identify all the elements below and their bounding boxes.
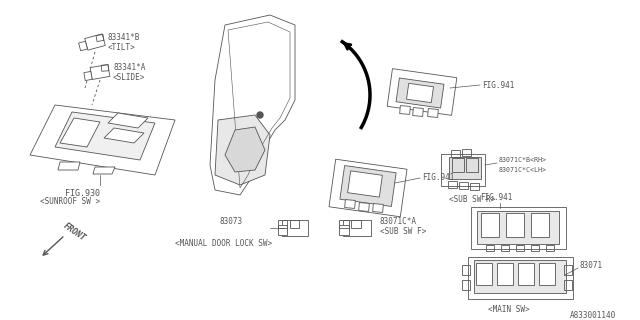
Polygon shape bbox=[60, 118, 100, 147]
Polygon shape bbox=[396, 78, 444, 108]
Text: <SUB SW R>: <SUB SW R> bbox=[449, 196, 495, 204]
Polygon shape bbox=[225, 127, 265, 172]
Polygon shape bbox=[84, 71, 92, 81]
Text: FIG.941: FIG.941 bbox=[422, 173, 454, 182]
Polygon shape bbox=[476, 263, 492, 285]
Polygon shape bbox=[339, 225, 349, 235]
Polygon shape bbox=[387, 69, 457, 115]
Polygon shape bbox=[441, 154, 485, 186]
Text: 83071: 83071 bbox=[580, 261, 603, 270]
Polygon shape bbox=[348, 171, 382, 197]
Polygon shape bbox=[399, 106, 410, 115]
Polygon shape bbox=[278, 225, 287, 235]
Polygon shape bbox=[79, 41, 88, 51]
Polygon shape bbox=[539, 263, 555, 285]
Polygon shape bbox=[531, 213, 549, 237]
Polygon shape bbox=[55, 112, 155, 160]
Polygon shape bbox=[329, 159, 407, 217]
Text: 83071C*A: 83071C*A bbox=[380, 218, 417, 227]
Text: 83341*B: 83341*B bbox=[108, 34, 140, 43]
Polygon shape bbox=[467, 257, 573, 299]
Polygon shape bbox=[58, 162, 80, 170]
Polygon shape bbox=[90, 65, 110, 79]
Text: A833001140: A833001140 bbox=[570, 310, 616, 319]
Polygon shape bbox=[372, 204, 383, 212]
Polygon shape bbox=[210, 15, 295, 195]
Polygon shape bbox=[506, 213, 524, 237]
Text: 83071C*C<LH>: 83071C*C<LH> bbox=[499, 167, 547, 173]
Text: 83073: 83073 bbox=[220, 218, 243, 227]
Text: FIG.941: FIG.941 bbox=[480, 194, 513, 203]
Polygon shape bbox=[343, 220, 371, 236]
Polygon shape bbox=[30, 105, 175, 175]
Polygon shape bbox=[497, 263, 513, 285]
Text: 83071C*B<RH>: 83071C*B<RH> bbox=[499, 157, 547, 163]
Polygon shape bbox=[477, 211, 559, 244]
Text: FIG.930: FIG.930 bbox=[65, 188, 100, 197]
Polygon shape bbox=[108, 113, 148, 128]
Polygon shape bbox=[518, 263, 534, 285]
Polygon shape bbox=[104, 128, 144, 143]
Polygon shape bbox=[406, 83, 433, 103]
Text: FRONT: FRONT bbox=[62, 221, 88, 243]
Text: <MAIN SW>: <MAIN SW> bbox=[488, 306, 530, 315]
Polygon shape bbox=[470, 207, 566, 249]
Polygon shape bbox=[345, 200, 355, 208]
Text: <TILT>: <TILT> bbox=[108, 44, 136, 52]
Text: <SUB SW F>: <SUB SW F> bbox=[380, 228, 426, 236]
Polygon shape bbox=[358, 203, 369, 212]
Polygon shape bbox=[428, 108, 438, 117]
Polygon shape bbox=[282, 220, 308, 236]
Circle shape bbox=[257, 112, 263, 118]
Polygon shape bbox=[449, 157, 481, 179]
Text: <MANUAL DOOR LOCK SW>: <MANUAL DOOR LOCK SW> bbox=[175, 239, 272, 249]
Polygon shape bbox=[84, 34, 105, 50]
Text: <SUNROOF SW >: <SUNROOF SW > bbox=[40, 197, 100, 206]
Polygon shape bbox=[93, 167, 115, 174]
Polygon shape bbox=[215, 115, 270, 185]
Text: FIG.941: FIG.941 bbox=[482, 81, 515, 90]
Polygon shape bbox=[413, 108, 423, 116]
Text: 83341*A: 83341*A bbox=[113, 63, 145, 73]
Text: <SLIDE>: <SLIDE> bbox=[113, 74, 145, 83]
Polygon shape bbox=[481, 213, 499, 237]
Polygon shape bbox=[474, 260, 566, 292]
Polygon shape bbox=[340, 165, 396, 206]
